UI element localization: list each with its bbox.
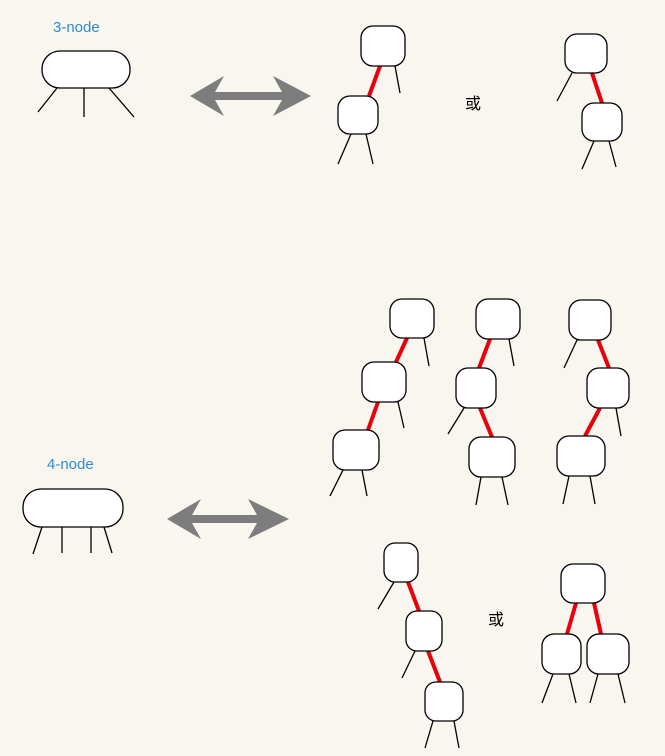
four-tree-zigzag-right [556, 299, 630, 505]
double-arrow-bottom [167, 499, 289, 539]
llrb-three-right-leaning [556, 33, 623, 170]
four-tree-balanced [541, 563, 630, 704]
four-tree-right-chain [377, 542, 464, 749]
llrb-three-left-leaning [337, 25, 406, 165]
double-arrow-top [190, 76, 311, 116]
three-node-label: 3-node [53, 19, 100, 36]
four-node-label: 4-node [47, 456, 94, 473]
or-label-bottom: 或 [488, 610, 505, 629]
four-node [22, 488, 124, 555]
or-label-top: 或 [465, 94, 482, 113]
three-node [37, 50, 135, 118]
four-tree-left-chain [329, 298, 435, 497]
four-tree-zigzag-left [447, 298, 521, 506]
